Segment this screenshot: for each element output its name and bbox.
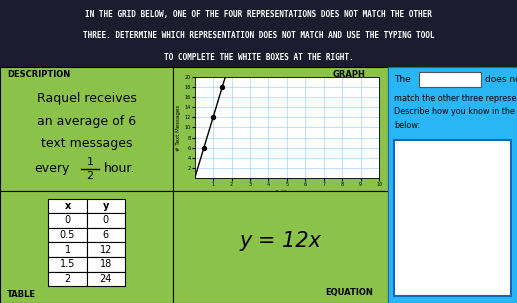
Point [218,84,226,89]
Text: 1: 1 [86,157,94,167]
Text: an average of 6: an average of 6 [37,115,136,128]
FancyBboxPatch shape [87,228,125,242]
Text: 2: 2 [65,274,71,284]
Text: GRAPH: GRAPH [333,70,366,79]
Y-axis label: # Text Messages: # Text Messages [176,105,181,151]
Text: 0: 0 [102,215,109,225]
FancyBboxPatch shape [49,257,87,271]
Text: every: every [35,162,70,175]
Text: text messages: text messages [41,137,132,150]
Text: x: x [65,201,71,211]
Text: The: The [394,75,411,84]
FancyBboxPatch shape [87,271,125,286]
Text: 1.5: 1.5 [60,259,75,269]
FancyBboxPatch shape [394,140,511,296]
FancyBboxPatch shape [87,213,125,228]
Text: 2: 2 [86,171,94,181]
Text: hour.: hour. [104,162,135,175]
Text: below:: below: [394,121,420,130]
FancyBboxPatch shape [87,257,125,271]
Text: y = 12x: y = 12x [239,231,322,251]
FancyBboxPatch shape [419,72,481,87]
FancyBboxPatch shape [49,271,87,286]
Text: 24: 24 [99,274,112,284]
Text: TABLE: TABLE [7,289,36,298]
Text: Raquel receives: Raquel receives [37,92,136,105]
Text: 12: 12 [99,245,112,255]
Text: IN THE GRID BELOW, ONE OF THE FOUR REPRESENTATIONS DOES NOT MATCH THE OTHER: IN THE GRID BELOW, ONE OF THE FOUR REPRE… [85,10,432,19]
FancyBboxPatch shape [49,213,87,228]
FancyBboxPatch shape [49,242,87,257]
Text: EQUATION: EQUATION [325,288,373,297]
Text: DESCRIPTION: DESCRIPTION [7,70,70,79]
Text: y: y [102,201,109,211]
Point [209,115,217,120]
X-axis label: # Hours: # Hours [274,190,300,195]
Text: match the other three representations.: match the other three representations. [394,94,517,103]
Point [200,145,208,150]
FancyBboxPatch shape [49,198,87,213]
Text: THREE. DETERMINE WHICH REPRESENTATION DOES NOT MATCH AND USE THE TYPING TOOL: THREE. DETERMINE WHICH REPRESENTATION DO… [83,32,434,41]
FancyBboxPatch shape [87,242,125,257]
Text: 18: 18 [100,259,112,269]
Text: Describe how you know in the space: Describe how you know in the space [394,107,517,116]
FancyBboxPatch shape [87,198,125,213]
Text: TO COMPLETE THE WHITE BOXES AT THE RIGHT.: TO COMPLETE THE WHITE BOXES AT THE RIGHT… [164,53,353,62]
Text: 0.5: 0.5 [60,230,75,240]
Text: 6: 6 [102,230,109,240]
Text: 0: 0 [65,215,71,225]
Text: does not: does not [485,75,517,84]
Text: 1: 1 [65,245,71,255]
FancyBboxPatch shape [49,228,87,242]
